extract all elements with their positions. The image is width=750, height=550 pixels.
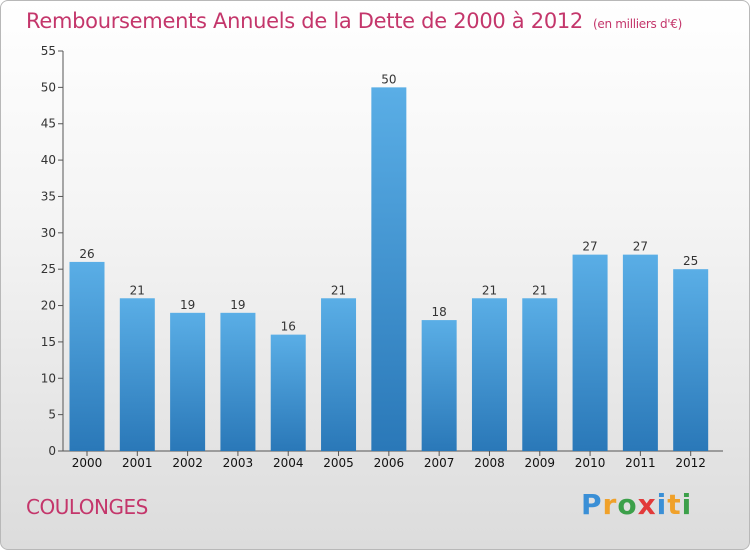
bar [572,254,608,451]
x-tick-label: 2012 [675,456,706,470]
data-label: 27 [582,240,597,254]
bar [471,298,507,451]
y-tick-label: 15 [41,335,56,349]
x-tick-label: 2000 [72,456,103,470]
x-tick-label: 2009 [524,456,555,470]
bar [270,334,306,451]
data-label: 25 [683,254,698,268]
data-label: 21 [532,283,547,297]
y-tick-label: 30 [41,226,56,240]
x-tick-label: 2003 [223,456,254,470]
logo-letter: t [667,488,682,521]
data-label: 21 [130,283,145,297]
data-label: 19 [230,298,245,312]
chart-title: Remboursements Annuels de la Dette de 20… [26,9,683,33]
y-tick-label: 35 [41,189,56,203]
bar [220,312,256,451]
logo-letter: i [656,488,668,521]
x-tick-label: 2004 [273,456,304,470]
bar [119,298,155,451]
proxiti-logo: Proxiti [581,488,692,521]
bar [622,254,658,451]
data-label: 26 [79,247,94,261]
data-label: 21 [482,283,497,297]
x-tick-label: 2007 [424,456,455,470]
x-tick-label: 2006 [374,456,405,470]
bar [673,269,709,451]
logo-letter: r [602,488,618,521]
y-tick-label: 0 [48,444,56,458]
y-tick-label: 10 [41,371,56,385]
y-tick-label: 25 [41,262,56,276]
chart-unit: (en milliers d'€) [593,17,683,31]
data-label: 21 [331,283,346,297]
place-name: COULONGES [26,495,148,519]
bar [522,298,558,451]
data-label: 50 [381,72,396,86]
logo-letter: i [681,488,693,521]
bar [421,320,457,451]
y-tick-label: 20 [41,299,56,313]
y-tick-label: 50 [41,80,56,94]
y-tick-label: 45 [41,117,56,131]
logo-letter: o [617,488,638,521]
data-label: 19 [180,298,195,312]
y-tick-label: 40 [41,153,56,167]
x-tick-label: 2008 [474,456,505,470]
x-tick-label: 2005 [323,456,354,470]
x-tick-label: 2010 [575,456,606,470]
logo-letter: P [581,488,603,521]
x-tick-label: 2001 [122,456,153,470]
x-tick-label: 2002 [172,456,203,470]
bar [69,261,105,451]
bar [321,298,357,451]
data-label: 18 [432,305,447,319]
bar [170,312,206,451]
y-tick-label: 5 [48,408,56,422]
x-tick-label: 2011 [625,456,656,470]
data-label: 16 [281,320,296,334]
data-label: 27 [633,240,648,254]
y-tick-label: 55 [41,44,56,58]
logo-letter: x [637,488,657,521]
bar [371,87,407,451]
